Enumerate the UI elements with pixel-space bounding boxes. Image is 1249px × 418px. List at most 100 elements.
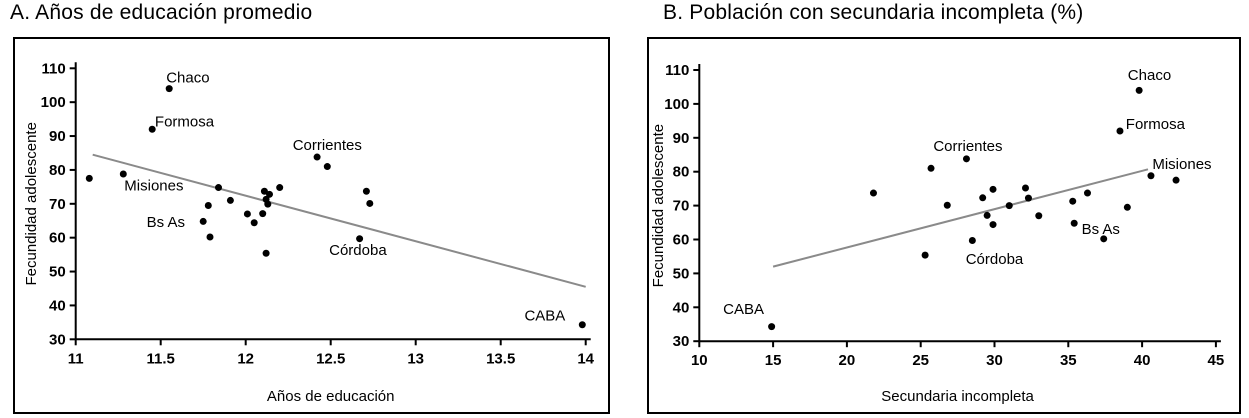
- y-tick-label: 110: [41, 60, 65, 77]
- data-point: [260, 187, 268, 195]
- data-point: [250, 219, 258, 227]
- x-tick-label: 10: [691, 352, 708, 369]
- y-tick-label: 110: [665, 62, 689, 79]
- data-point: [1005, 202, 1013, 210]
- data-point: [1172, 176, 1180, 184]
- data-point: [266, 190, 273, 198]
- panel-a-title: A. Años de educación promedio: [10, 1, 313, 24]
- x-tick-label: 13.5: [486, 350, 515, 367]
- data-point: [264, 200, 272, 208]
- data-point: [199, 217, 207, 225]
- y-tick-label: 50: [49, 264, 66, 281]
- x-tick-label: 25: [912, 352, 929, 369]
- x-tick-label: 12: [237, 350, 254, 367]
- data-point: [1024, 194, 1032, 202]
- axes: [69, 62, 591, 346]
- x-tick-label: 40: [1134, 352, 1151, 369]
- y-axis-title: Fecundidad adolescente: [23, 122, 40, 285]
- y-tick-label: 60: [673, 232, 690, 249]
- x-tick-label: 11: [68, 350, 84, 367]
- y-tick-label: 40: [49, 297, 66, 314]
- y-tick-label: 100: [664, 96, 689, 113]
- x-tick-label: 15: [765, 352, 782, 369]
- data-point: [979, 194, 987, 202]
- point-label: Chaco: [1128, 67, 1171, 84]
- y-tick-label: 80: [673, 164, 690, 181]
- x-tick-label: 30: [986, 352, 1003, 369]
- data-point: [165, 85, 173, 93]
- y-tick-label: 40: [673, 299, 690, 316]
- data-point: [989, 221, 997, 229]
- data-point: [983, 211, 991, 219]
- y-tick-label: 50: [673, 265, 690, 282]
- y-tick-label: 100: [41, 94, 66, 111]
- data-point: [1147, 172, 1155, 180]
- y-tick-label: 90: [49, 128, 66, 145]
- data-point: [243, 210, 251, 218]
- x-tick-label: 11.5: [147, 350, 175, 367]
- data-point: [356, 235, 364, 243]
- data-point: [1123, 203, 1131, 211]
- data-point: [927, 164, 935, 172]
- data-point: [215, 184, 222, 192]
- point-label: Chaco: [166, 69, 209, 86]
- data-point: [1070, 219, 1078, 227]
- x-axis-title: Años de educación: [267, 388, 395, 405]
- point-label: Bs As: [1082, 221, 1120, 238]
- x-tick-label: 20: [839, 352, 856, 369]
- data-point: [362, 187, 370, 195]
- data-point: [1116, 127, 1124, 135]
- trend-line: [772, 168, 1149, 268]
- point-label: Corrientes: [293, 137, 362, 154]
- data-point: [768, 323, 776, 331]
- y-tick-label: 90: [673, 130, 690, 147]
- data-point: [1100, 235, 1108, 243]
- data-point: [943, 201, 951, 209]
- point-label: Misiones: [124, 178, 183, 195]
- data-point: [226, 196, 234, 204]
- point-label: CABA: [524, 308, 565, 325]
- data-point: [578, 321, 586, 329]
- y-tick-label: 70: [673, 198, 690, 215]
- data-point: [262, 249, 270, 257]
- data-points: [85, 85, 586, 329]
- data-point: [989, 185, 997, 193]
- x-tick-label: 12.5: [316, 350, 345, 367]
- panel-border: [13, 37, 610, 414]
- data-point: [206, 233, 214, 241]
- point-label: Bs As: [147, 214, 185, 231]
- y-tick-label: 30: [49, 331, 66, 348]
- data-point: [968, 237, 976, 245]
- y-tick-label: 60: [49, 230, 66, 247]
- data-point: [323, 163, 331, 171]
- data-points: [768, 86, 1180, 331]
- point-label: Córdoba: [329, 242, 387, 259]
- point-label: Misiones: [1152, 156, 1211, 173]
- data-point: [259, 210, 267, 218]
- point-label: Formosa: [1126, 116, 1186, 133]
- x-tick-label: 35: [1060, 352, 1077, 369]
- data-point: [366, 199, 374, 207]
- panel-border: [647, 37, 1241, 414]
- data-point: [119, 170, 127, 178]
- x-tick-label: 13: [407, 350, 424, 367]
- data-point: [1069, 197, 1077, 205]
- panel-b-plot: 10 15 20 25 30 35 40 45 30 40 50 60 70 80 90 100 110 Secu…: [647, 37, 1241, 414]
- data-point: [276, 184, 284, 192]
- y-tick-label: 30: [673, 333, 690, 350]
- point-label: Córdoba: [966, 251, 1024, 268]
- data-point: [1035, 212, 1043, 220]
- data-point: [962, 155, 970, 163]
- data-point: [1083, 189, 1091, 197]
- panel-b-title: B. Población con secundaria incompleta (…: [663, 1, 1084, 24]
- point-label: CABA: [723, 301, 764, 318]
- data-point: [313, 153, 321, 161]
- x-axis-title: Secundaria incompleta: [881, 388, 1034, 405]
- point-label: Corrientes: [933, 138, 1002, 155]
- x-tick-label: 45: [1208, 352, 1225, 369]
- data-point: [148, 125, 156, 133]
- panel-a-plot: 11 11.5 12 12.5 13 13.5 14 30 40 50 60 70 80 90 100 110…: [13, 37, 610, 414]
- data-point: [1135, 86, 1143, 94]
- y-tick-label: 70: [49, 196, 66, 213]
